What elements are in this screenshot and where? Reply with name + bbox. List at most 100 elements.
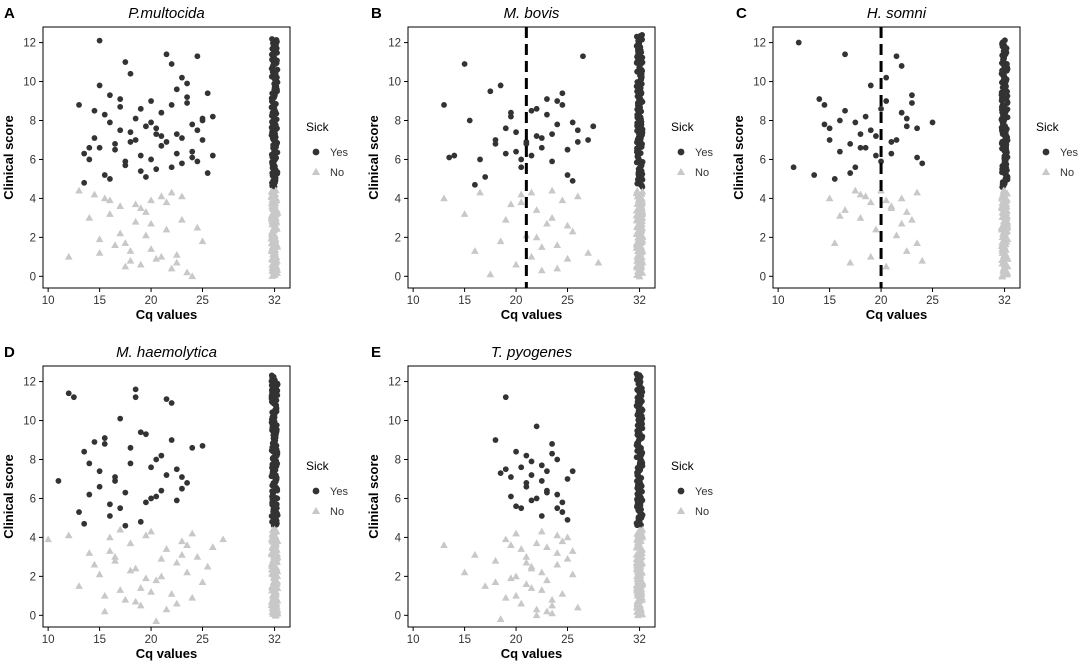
point-no [517, 599, 526, 607]
point-yes [179, 485, 185, 492]
point-no [95, 235, 104, 243]
point-no [183, 541, 191, 549]
x-tick-label: 32 [633, 634, 646, 646]
point-yes [168, 437, 175, 443]
point-yes [513, 148, 519, 155]
data-points [440, 32, 647, 280]
point-no [111, 241, 119, 248]
point-no [568, 227, 577, 235]
point-no [548, 186, 556, 194]
point-yes [502, 125, 509, 132]
point-yes [1002, 37, 1008, 44]
point-yes [273, 37, 280, 43]
point-yes [639, 32, 646, 38]
point-yes [999, 67, 1005, 74]
point-yes [633, 370, 640, 377]
point-no [116, 229, 125, 237]
point-yes [513, 448, 519, 455]
chart-panel-d: D M. haemolytica 0 2 4 6 8 10 12 10 15 20 25 32 Cq val… [1, 344, 348, 661]
y-tick-label: 8 [395, 454, 401, 466]
point-yes [127, 70, 134, 77]
x-tick-label: 10 [772, 295, 785, 307]
x-tick-label: 10 [42, 634, 55, 646]
point-yes [194, 158, 201, 165]
point-yes [101, 435, 108, 441]
point-no [537, 586, 546, 593]
x-tick-label: 15 [458, 295, 471, 307]
point-no [999, 186, 1008, 194]
y-tick-label: 12 [23, 377, 36, 389]
point-yes [528, 458, 535, 465]
legend-no-marker [676, 167, 686, 176]
point-yes [929, 119, 936, 126]
legend: Sick Yes No [306, 120, 348, 179]
x-axis-label: Cq values [866, 307, 927, 322]
point-yes [518, 156, 525, 163]
point-no [136, 601, 145, 609]
point-no [527, 584, 536, 591]
point-yes [999, 102, 1006, 108]
legend: Sick Yes No [671, 120, 713, 179]
point-yes [117, 103, 124, 110]
point-yes [179, 160, 185, 167]
chart-panel-c: C H. somni 0 2 4 6 8 10 12 10 15 20 25 32 Cq values Cli… [731, 5, 1078, 322]
point-no [532, 233, 541, 241]
point-yes [574, 127, 581, 134]
point-no [178, 551, 186, 558]
point-no [543, 576, 551, 584]
y-tick-label: 4 [395, 193, 402, 205]
point-yes [122, 59, 129, 65]
point-yes [523, 452, 530, 459]
point-no [481, 582, 490, 589]
point-no [126, 256, 135, 264]
point-no [830, 239, 839, 247]
point-no [172, 250, 181, 258]
point-yes [148, 156, 154, 163]
point-yes [158, 133, 165, 139]
point-yes [117, 505, 124, 512]
legend-yes-marker [677, 148, 685, 156]
point-yes [873, 133, 879, 139]
point-no [532, 206, 541, 213]
y-tick-label: 8 [30, 454, 36, 466]
point-yes [179, 74, 185, 81]
point-yes [96, 144, 103, 151]
point-no [75, 186, 83, 194]
point-yes [888, 139, 895, 145]
point-no [172, 599, 181, 607]
point-no [543, 219, 551, 227]
point-no [568, 570, 577, 578]
point-no [553, 241, 562, 248]
point-no [882, 262, 891, 270]
point-yes [533, 495, 540, 502]
point-yes [883, 74, 890, 81]
point-yes [194, 127, 201, 134]
point-yes [117, 415, 124, 422]
point-no [157, 252, 166, 260]
point-no [918, 256, 927, 264]
legend-yes-marker [312, 487, 320, 495]
point-yes [137, 152, 144, 159]
y-axis-label: Clinical score [366, 454, 381, 539]
point-yes [502, 394, 509, 401]
point-no [522, 558, 531, 566]
legend-title: Sick [671, 459, 695, 473]
point-no [136, 204, 145, 211]
point-no [841, 206, 849, 213]
y-tick-label: 0 [30, 610, 36, 622]
point-no [85, 213, 94, 221]
x-tick-label: 32 [268, 295, 281, 307]
legend-title: Sick [671, 120, 695, 134]
point-no [507, 574, 515, 582]
x-tick-label: 10 [407, 634, 420, 646]
point-yes [209, 113, 216, 120]
legend: Sick Yes No [1036, 120, 1078, 179]
point-yes [559, 90, 566, 97]
point-no [913, 188, 921, 196]
y-tick-label: 0 [395, 610, 401, 622]
point-yes [199, 137, 206, 143]
point-yes [867, 82, 874, 89]
point-no [188, 529, 197, 537]
y-tick-label: 6 [30, 493, 36, 505]
point-yes [564, 146, 571, 153]
